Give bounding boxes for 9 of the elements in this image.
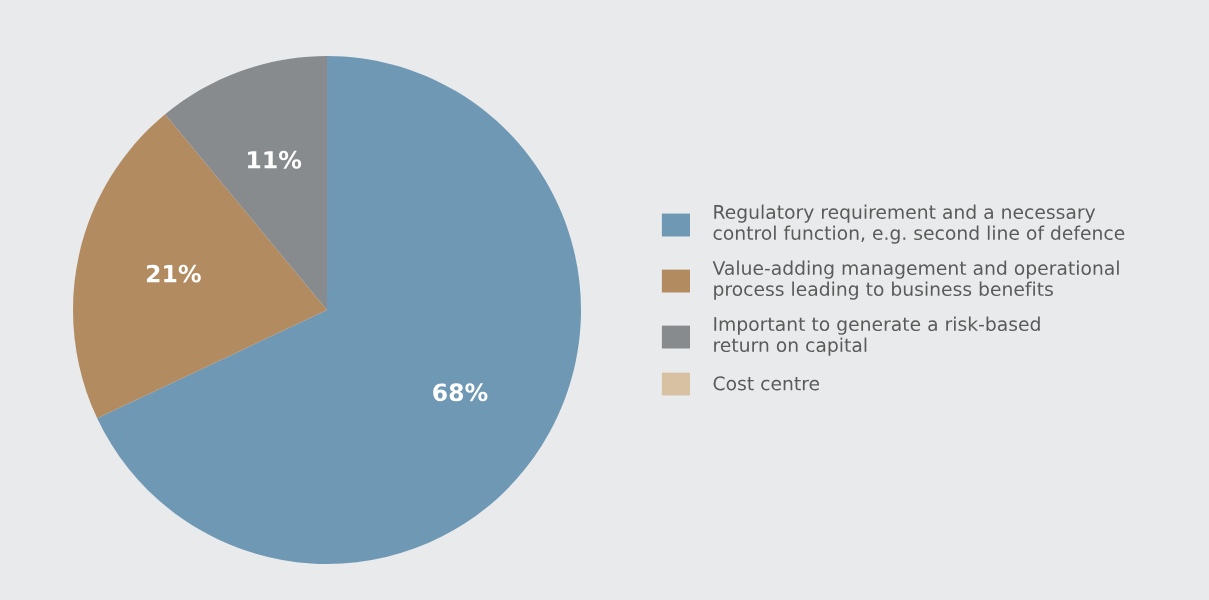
legend-label: Important to generate a risk-based return on capital — [714, 316, 1040, 356]
data-label: 21% — [146, 264, 201, 283]
data-label: 11% — [248, 150, 302, 169]
pie-slice — [97, 56, 581, 564]
data-label: 68% — [433, 383, 488, 402]
legend-label: Regulatory requirement and a necessary control function, e.g. second line of defence — [713, 204, 1125, 244]
legend-label: Value-adding management and operational process leading to business benefits — [712, 260, 1119, 300]
legend-label: Cost centre — [713, 376, 820, 391]
pie-slice — [73, 114, 327, 419]
